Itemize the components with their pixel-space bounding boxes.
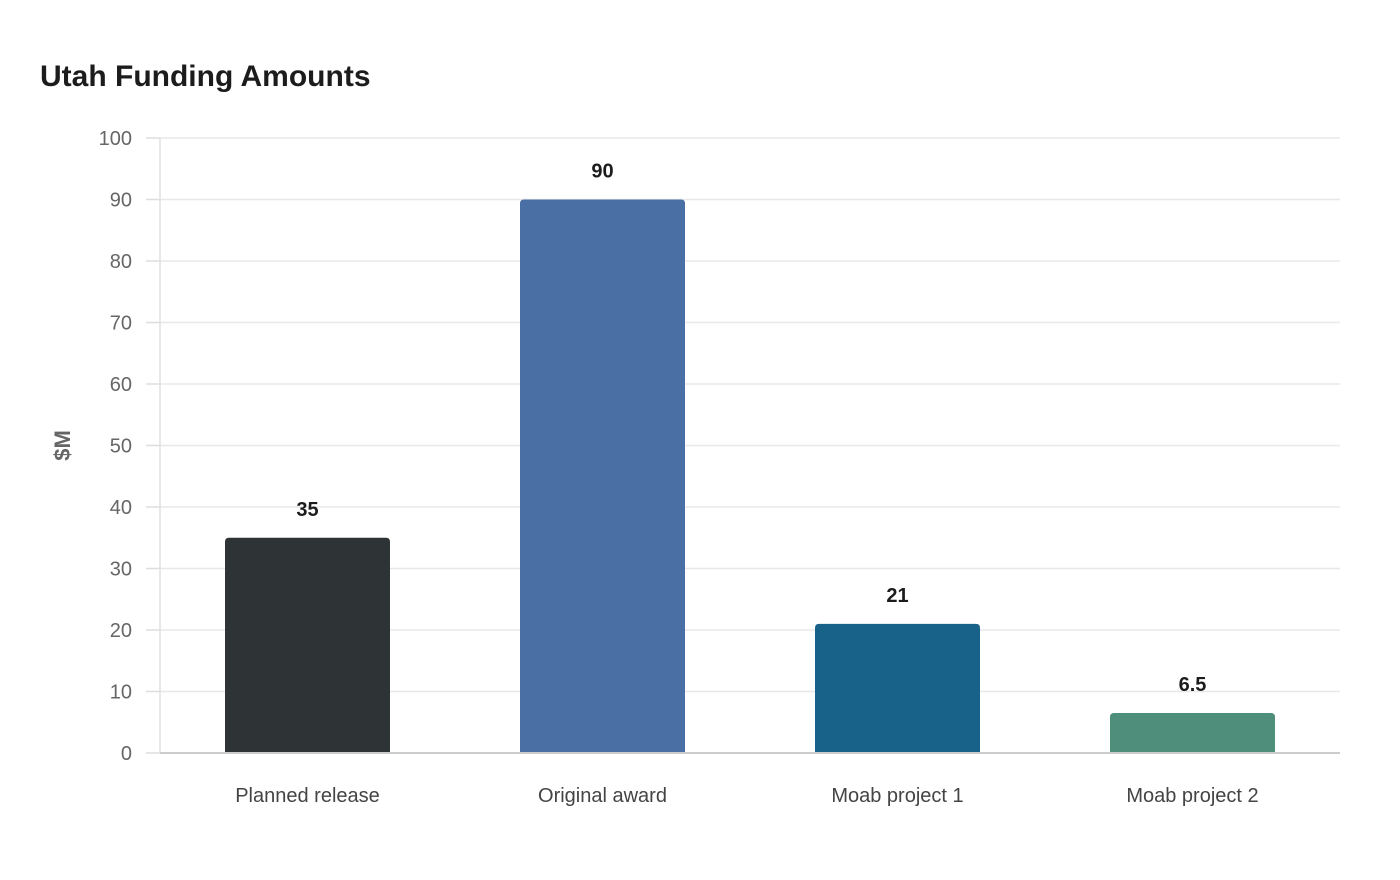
data-label-4: 6.5 xyxy=(1179,674,1207,696)
bars xyxy=(225,199,1275,753)
x-tick-label-3: Moab project 1 xyxy=(831,785,963,807)
y-tick-label: 40 xyxy=(110,497,132,519)
bar-2 xyxy=(520,199,685,753)
y-tick-label: 70 xyxy=(110,313,132,335)
y-tick-label: 60 xyxy=(110,374,132,396)
bar-3 xyxy=(815,623,980,753)
chart-title: Utah Funding Amounts xyxy=(40,60,371,93)
bar-4 xyxy=(1110,713,1275,753)
data-label-1: 35 xyxy=(296,499,318,521)
y-axis-title: $M xyxy=(50,430,75,461)
y-tick-label: 20 xyxy=(110,620,132,642)
data-label-2: 90 xyxy=(591,161,613,183)
data-label-3: 21 xyxy=(886,585,908,607)
y-tick-label: 90 xyxy=(110,190,132,212)
x-tick-label-1: Planned release xyxy=(235,785,380,807)
axes xyxy=(146,137,1340,754)
x-tick-label-2: Original award xyxy=(538,785,667,807)
y-tick-label: 50 xyxy=(110,436,132,458)
y-tick-label: 30 xyxy=(110,559,132,581)
labels: 0 10 20 30 40 50 60 70 80 90 100 35 Planned release 9… xyxy=(50,128,1259,807)
y-tick-label: 80 xyxy=(110,251,132,273)
y-tick-label: 0 xyxy=(121,743,132,765)
x-tick-label-4: Moab project 2 xyxy=(1126,785,1258,807)
y-tick-label: 100 xyxy=(99,128,132,150)
bar-1 xyxy=(225,537,390,753)
y-tick-label: 10 xyxy=(110,682,132,704)
